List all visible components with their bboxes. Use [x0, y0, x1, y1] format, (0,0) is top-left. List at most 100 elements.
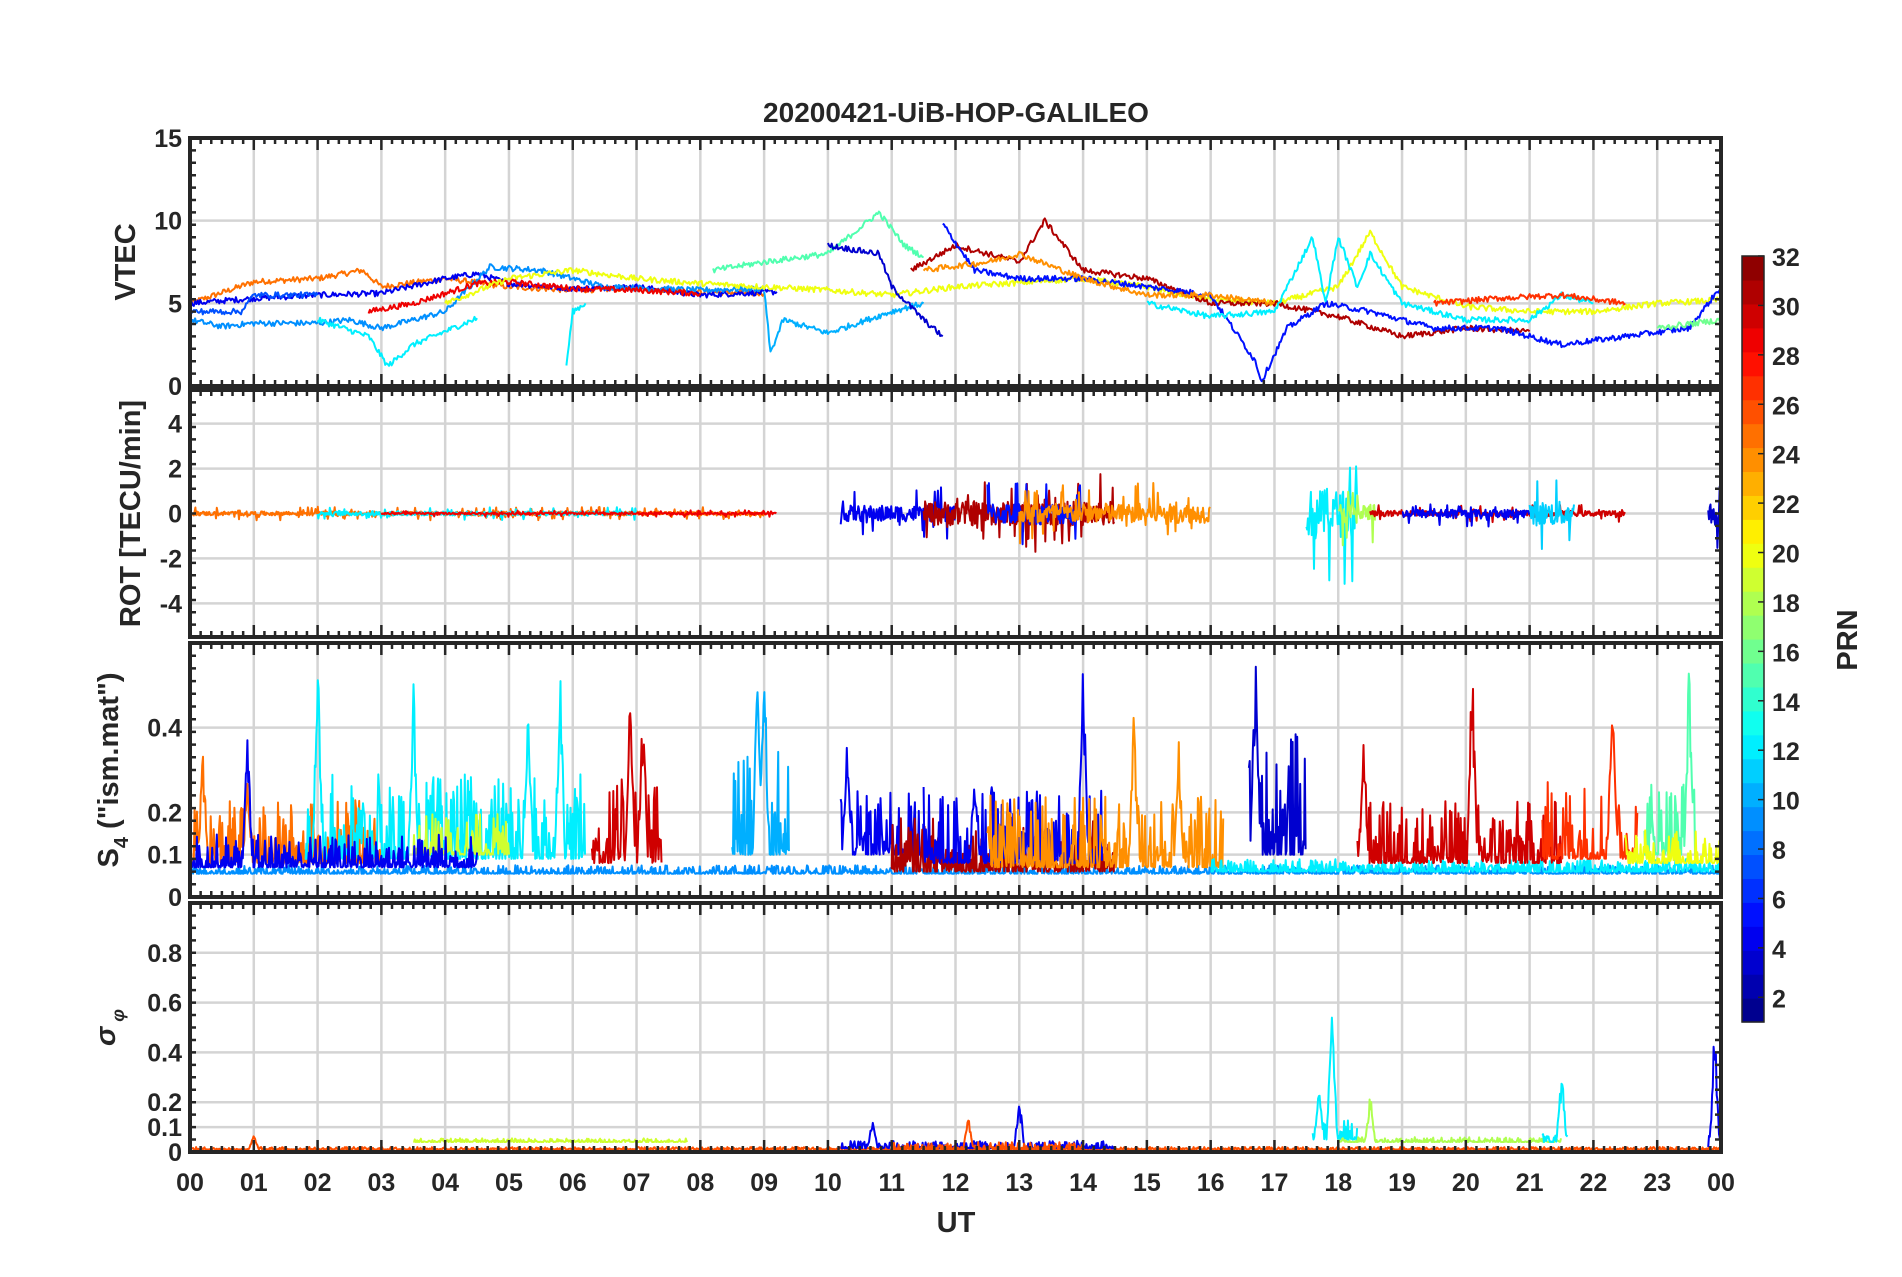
y-label-sub: 4: [111, 836, 133, 848]
series-prn-30: [1356, 687, 1562, 865]
y-label-sub: φ: [108, 1009, 128, 1027]
y-tick-label: 10: [154, 208, 182, 236]
series-prn-12: [1541, 1082, 1569, 1143]
x-tick-label: 04: [431, 1169, 459, 1197]
y-tick-label: 0.1: [147, 1114, 182, 1142]
y-axis-label: σ φ: [90, 1009, 128, 1046]
series-prn-24: [922, 250, 1275, 306]
y-tick-label: 0: [168, 1139, 182, 1167]
x-tick-label: 10: [814, 1169, 842, 1197]
y-tick-label: 5: [168, 290, 182, 318]
colorbar-tick-label: 14: [1772, 689, 1800, 717]
colorbar-level: [1742, 639, 1764, 664]
colorbar-level: [1742, 543, 1764, 568]
colorbar-level: [1742, 399, 1764, 425]
series-prn-12: [316, 315, 478, 367]
series-prn-18: [1337, 1098, 1562, 1143]
x-tick-label: 05: [495, 1169, 523, 1197]
x-tick-label: 06: [559, 1169, 587, 1197]
y-tick-label: 0.6: [147, 990, 182, 1018]
colorbar-level: [1742, 710, 1764, 736]
axis-frame: [188, 136, 1723, 388]
colorbar-tick-label: 8: [1772, 837, 1786, 865]
x-tick-label: 00: [176, 1169, 204, 1197]
colorbar-level: [1742, 950, 1764, 975]
series-prn-12: [1210, 858, 1721, 873]
axis-frame: [188, 901, 1723, 1154]
y-tick-label: 15: [154, 125, 182, 153]
x-tick-label: 23: [1643, 1169, 1671, 1197]
series-prn-27: [1433, 291, 1626, 307]
x-tick-label: 16: [1197, 1169, 1225, 1197]
series-prn-16: [1656, 317, 1721, 331]
colorbar-tick-label: 32: [1772, 244, 1800, 272]
y-tick-label: -2: [160, 545, 182, 573]
x-tick-label: 02: [304, 1169, 332, 1197]
colorbar-level: [1742, 854, 1764, 879]
panel-vtec: 0 5 10 15 VTEC: [110, 125, 1723, 401]
x-tick-label: 20: [1452, 1169, 1480, 1197]
colorbar-tick-label: 12: [1772, 738, 1800, 766]
y-axis-label: VTEC: [110, 223, 142, 300]
panel-rot: -4 -2 0 2 4 ROT [TECU/min]: [115, 388, 1723, 639]
y-axis-label: ROT [TECU/min]: [115, 400, 147, 627]
colorbar-tick-label: 16: [1772, 639, 1800, 667]
series-prn-20: [444, 229, 1721, 316]
colorbar-tick-label: 30: [1772, 293, 1800, 321]
colorbar-tick-label: 4: [1772, 936, 1786, 964]
colorbar-level: [1742, 567, 1764, 592]
colorbar-frame: [1741, 255, 1765, 1023]
y-tick-label: 0.2: [147, 799, 182, 827]
colorbar-level: [1742, 495, 1764, 520]
series-prn-3: [826, 242, 944, 338]
series-prn-10: [731, 691, 790, 856]
x-tick-label: 18: [1324, 1169, 1352, 1197]
series-prn-24: [986, 716, 1225, 869]
y-tick-label: 4: [168, 411, 182, 439]
colorbar-level: [1742, 662, 1764, 688]
series-group: [190, 210, 1721, 383]
colorbar-label: PRN: [1832, 609, 1864, 670]
series-prn-12: [565, 302, 587, 366]
x-tick-label: 12: [942, 1169, 970, 1197]
series-prn-12: [1311, 1016, 1359, 1141]
colorbar-level: [1742, 279, 1764, 305]
series-prn-11: [1528, 479, 1575, 550]
colorbar-tick-label: 28: [1772, 343, 1800, 371]
y-tick-label: -4: [160, 590, 182, 618]
panel-sigma_phi: 00.10.2 0.4 0.6 0.8 σ φ: [90, 901, 1723, 1167]
colorbar-level: [1742, 878, 1764, 903]
colorbar-level: [1742, 351, 1764, 377]
y-tick-label: 0: [168, 884, 182, 912]
y-tick-label: 0.8: [147, 940, 182, 968]
axis-frame: [188, 641, 1723, 899]
x-axis-label: UT: [937, 1207, 976, 1239]
series-prn-4: [190, 739, 479, 869]
y-tick-label: 0: [168, 373, 182, 401]
colorbar-level: [1742, 758, 1764, 784]
series-prn-3: [1247, 665, 1307, 856]
colorbar-tick-label: 2: [1772, 985, 1786, 1013]
y-label-main: S: [93, 848, 125, 867]
series-prn-20: [1624, 829, 1721, 865]
series-prn-31: [910, 217, 1531, 340]
series-prn-30: [590, 712, 663, 865]
colorbar-tick-label: 10: [1772, 788, 1800, 816]
colorbar-level: [1742, 423, 1764, 449]
x-tick-label: 14: [1069, 1169, 1097, 1197]
axis-frame: [188, 388, 1723, 639]
y-label-rest: ("ism.mat"): [93, 673, 125, 837]
series-prn-9: [190, 263, 765, 332]
colorbar-level: [1742, 303, 1764, 329]
series-prn-15: [712, 210, 924, 274]
chart-title: 20200421-UiB-HOP-GALILEO: [763, 97, 1149, 128]
colorbar-level: [1742, 591, 1764, 616]
colorbar-tick-label: 18: [1772, 590, 1800, 618]
colorbar-tick-label: 22: [1772, 491, 1800, 519]
colorbar-level: [1742, 375, 1764, 401]
series-prn-24: [1018, 482, 1211, 545]
x-tick-label: 09: [750, 1169, 778, 1197]
